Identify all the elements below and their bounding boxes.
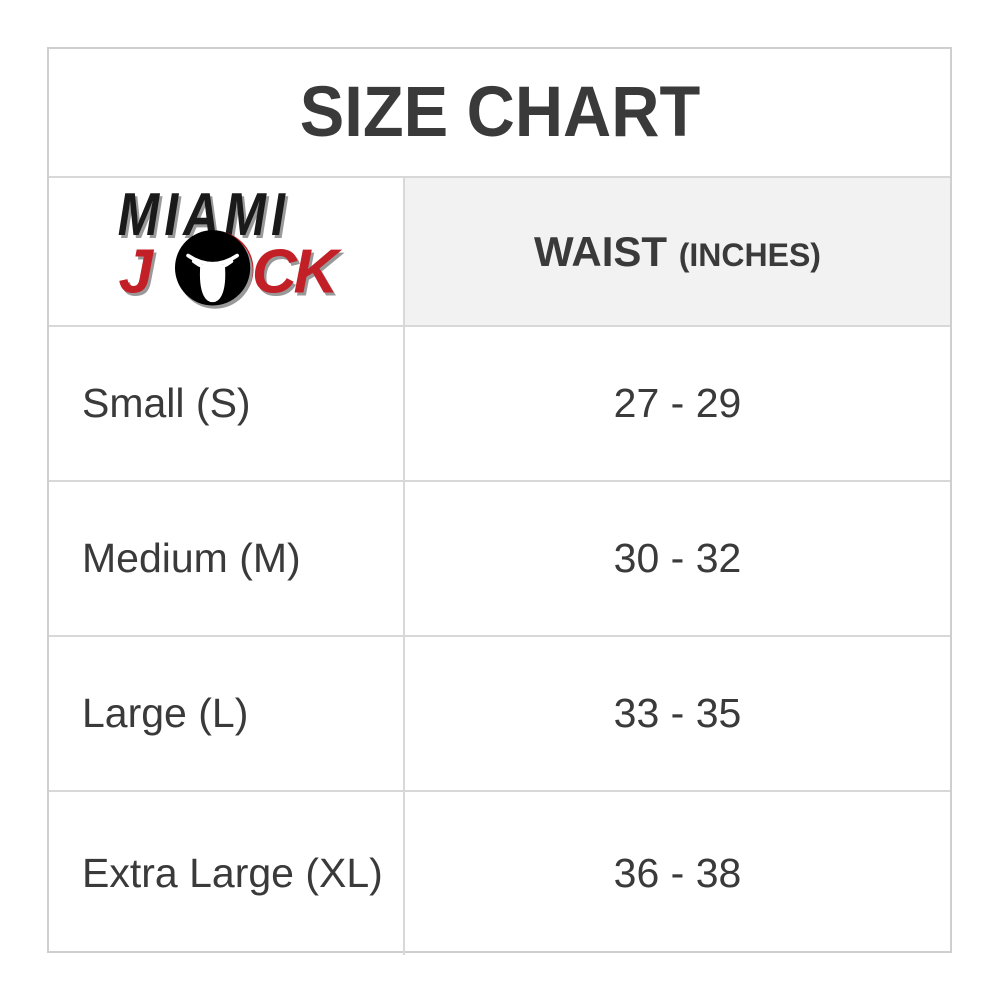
svg-text:CK: CK xyxy=(252,237,343,306)
svg-text:J: J xyxy=(119,237,155,306)
